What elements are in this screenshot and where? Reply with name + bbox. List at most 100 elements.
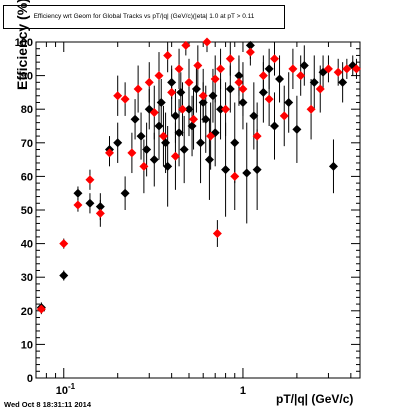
data-point bbox=[296, 71, 306, 81]
data-point bbox=[130, 114, 140, 124]
data-point bbox=[249, 111, 259, 121]
y-tick-label: 60 bbox=[21, 171, 33, 183]
y-axis-label: Efficiency (%) bbox=[14, 0, 30, 90]
data-point bbox=[176, 87, 186, 97]
data-point bbox=[139, 161, 149, 171]
data-point bbox=[149, 108, 159, 118]
data-point bbox=[189, 114, 199, 124]
data-point bbox=[252, 131, 262, 141]
chart-title: Efficiency wrt Geom for Global Tracks vs… bbox=[33, 13, 255, 20]
data-point bbox=[210, 74, 220, 84]
data-point bbox=[258, 71, 268, 81]
data-point bbox=[73, 200, 83, 210]
data-point bbox=[85, 175, 95, 185]
data-point bbox=[187, 121, 197, 131]
y-tick-label: 100 bbox=[15, 37, 33, 49]
title-box: Efficiency wrt Geom for Global Tracks vs… bbox=[3, 5, 285, 29]
data-point bbox=[120, 94, 130, 104]
data-point bbox=[95, 208, 105, 218]
data-point bbox=[184, 77, 194, 87]
data-point bbox=[309, 77, 319, 87]
data-point bbox=[225, 54, 235, 64]
data-point bbox=[163, 50, 173, 60]
data-point bbox=[333, 67, 343, 77]
data-point bbox=[292, 124, 302, 134]
x-tick-label: 1 bbox=[240, 385, 246, 397]
data-point bbox=[127, 148, 137, 158]
data-point bbox=[264, 64, 274, 74]
data-point bbox=[154, 71, 164, 81]
series-1 bbox=[36, 40, 358, 313]
y-tick-label: 20 bbox=[21, 306, 33, 318]
data-point bbox=[144, 77, 154, 87]
x-axis-label: pT/|q| (GeV/c) bbox=[276, 392, 354, 406]
data-point bbox=[275, 74, 285, 84]
x-axis: 10-1 1 bbox=[35, 42, 352, 397]
data-point bbox=[338, 77, 348, 87]
data-point bbox=[216, 104, 226, 114]
data-point bbox=[154, 121, 164, 131]
data-point bbox=[170, 151, 180, 161]
data-point bbox=[204, 155, 214, 165]
data-point bbox=[191, 84, 201, 94]
data-point bbox=[225, 84, 235, 94]
data-point bbox=[264, 94, 274, 104]
data-point bbox=[167, 87, 177, 97]
data-point bbox=[238, 84, 248, 94]
data-point bbox=[59, 271, 69, 281]
y-tick-label: 70 bbox=[21, 138, 33, 150]
data-point bbox=[179, 145, 189, 155]
y-tick-label: 30 bbox=[21, 272, 33, 284]
data-point bbox=[149, 155, 159, 165]
data-point bbox=[270, 121, 280, 131]
data-point bbox=[163, 161, 173, 171]
series-2 bbox=[36, 37, 361, 315]
data-point bbox=[306, 104, 316, 114]
data-point bbox=[113, 91, 123, 101]
y-tick-label: 10 bbox=[21, 339, 33, 351]
data-point bbox=[181, 40, 191, 50]
data-point bbox=[212, 229, 222, 239]
data-point bbox=[73, 188, 83, 198]
data-point bbox=[161, 138, 171, 148]
data-point bbox=[174, 64, 184, 74]
data-point bbox=[299, 61, 309, 71]
data-point bbox=[198, 91, 208, 101]
data-point bbox=[156, 97, 166, 107]
y-tick-label: 40 bbox=[21, 239, 33, 251]
data-point bbox=[315, 84, 325, 94]
data-point bbox=[201, 114, 211, 124]
data-point bbox=[85, 198, 95, 208]
y-tick-label: 90 bbox=[21, 71, 33, 83]
data-point bbox=[242, 168, 252, 178]
data-point bbox=[178, 104, 188, 114]
data-point bbox=[234, 77, 244, 87]
data-point bbox=[206, 131, 216, 141]
data-point bbox=[133, 84, 143, 94]
data-point bbox=[216, 64, 226, 74]
data-point bbox=[202, 37, 212, 47]
data-point bbox=[221, 104, 231, 114]
data-point bbox=[323, 64, 333, 74]
data-point bbox=[113, 138, 123, 148]
data-point bbox=[193, 61, 203, 71]
data-point bbox=[328, 161, 338, 171]
data-point bbox=[136, 131, 146, 141]
y-tick-label: 80 bbox=[21, 104, 33, 116]
data-point bbox=[342, 64, 352, 74]
data-point bbox=[174, 128, 184, 138]
data-point bbox=[105, 148, 115, 158]
data-point bbox=[288, 64, 298, 74]
data-point bbox=[36, 304, 46, 314]
data-point bbox=[170, 111, 180, 121]
data-point bbox=[245, 47, 255, 57]
data-point bbox=[120, 188, 130, 198]
timestamp: Wed Oct 8 18:31:11 2014 bbox=[4, 400, 91, 409]
data-point bbox=[351, 64, 361, 74]
data-point bbox=[208, 91, 218, 101]
data-point bbox=[230, 171, 240, 181]
data-point bbox=[184, 104, 194, 114]
data-point bbox=[279, 111, 289, 121]
data-point bbox=[158, 131, 168, 141]
